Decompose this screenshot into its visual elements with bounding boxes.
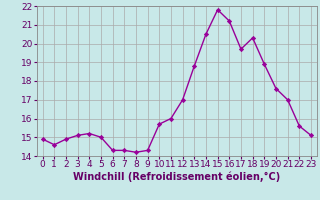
X-axis label: Windchill (Refroidissement éolien,°C): Windchill (Refroidissement éolien,°C) [73,172,280,182]
